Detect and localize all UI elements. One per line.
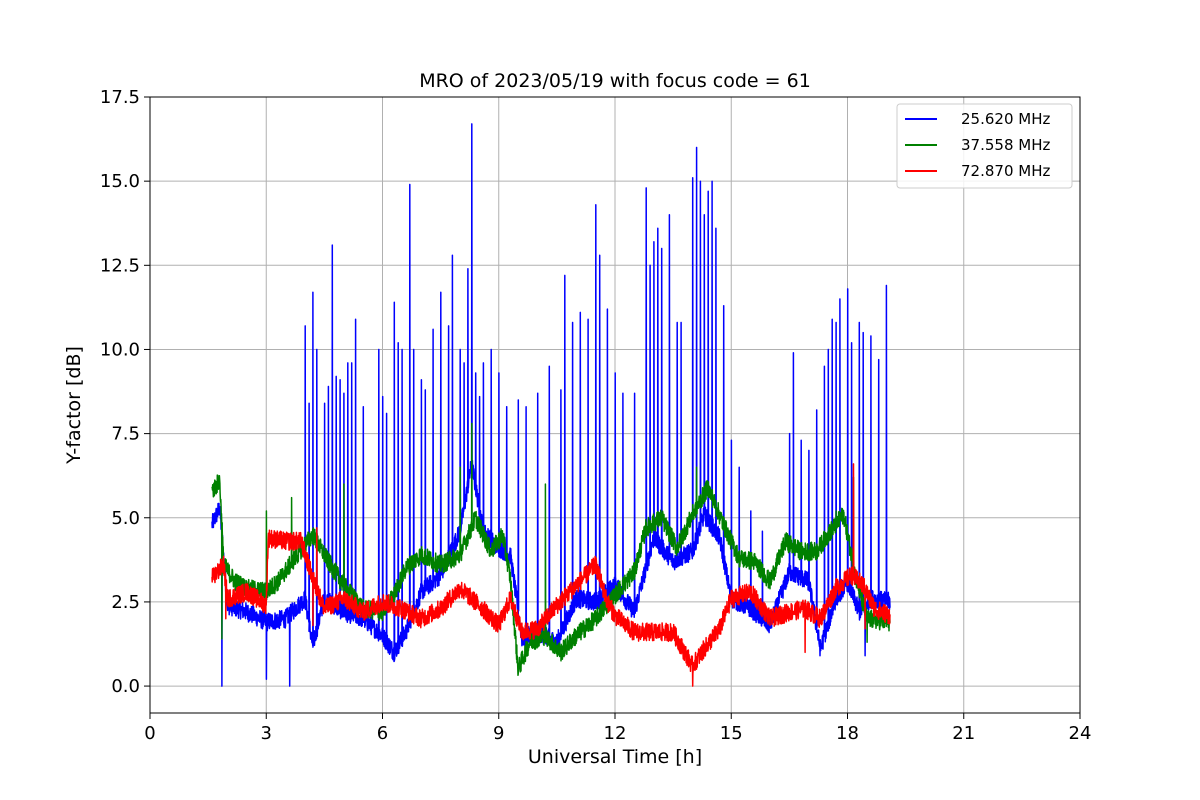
y-tick-label: 7.5 xyxy=(111,424,140,445)
y-tick-label: 2.5 xyxy=(111,592,140,613)
legend-label: 72.870 MHz xyxy=(961,162,1050,180)
legend-label: 37.558 MHz xyxy=(961,136,1050,154)
ticks-layer: 0 3 6 9 12 15 18 21 24 0.0 2.5 5.0 7.5 10.0 12.5 15.0 17… xyxy=(100,87,1092,744)
x-tick-label: 18 xyxy=(836,723,859,744)
legend: 25.620 MHz 37.558 MHz 72.870 MHz xyxy=(896,103,1073,189)
x-tick-label: 0 xyxy=(144,723,155,744)
y-tick-label: 5.0 xyxy=(111,508,140,529)
series-line-2 xyxy=(211,422,891,677)
x-tick-label: 12 xyxy=(604,723,627,744)
legend-box xyxy=(896,103,1073,189)
x-tick-label: 15 xyxy=(720,723,743,744)
chart-title: MRO of 2023/05/19 with focus code = 61 xyxy=(419,70,811,92)
legend-label: 25.620 MHz xyxy=(961,110,1050,128)
x-tick-label: 9 xyxy=(493,723,504,744)
y-tick-label: 12.5 xyxy=(100,255,140,276)
series-line-3 xyxy=(211,463,891,687)
x-axis-label: Universal Time [h] xyxy=(528,746,702,768)
x-tick-label: 6 xyxy=(377,723,388,744)
y-tick-label: 17.5 xyxy=(100,87,140,108)
x-tick-label: 21 xyxy=(952,723,975,744)
y-tick-label: 15.0 xyxy=(100,171,140,192)
plot-area xyxy=(211,123,891,687)
x-tick-label: 24 xyxy=(1069,723,1092,744)
y-tick-label: 0.0 xyxy=(111,676,140,697)
y-axis-label: Y-factor [dB] xyxy=(63,346,85,465)
y-tick-label: 10.0 xyxy=(100,339,140,360)
x-tick-label: 3 xyxy=(261,723,272,744)
